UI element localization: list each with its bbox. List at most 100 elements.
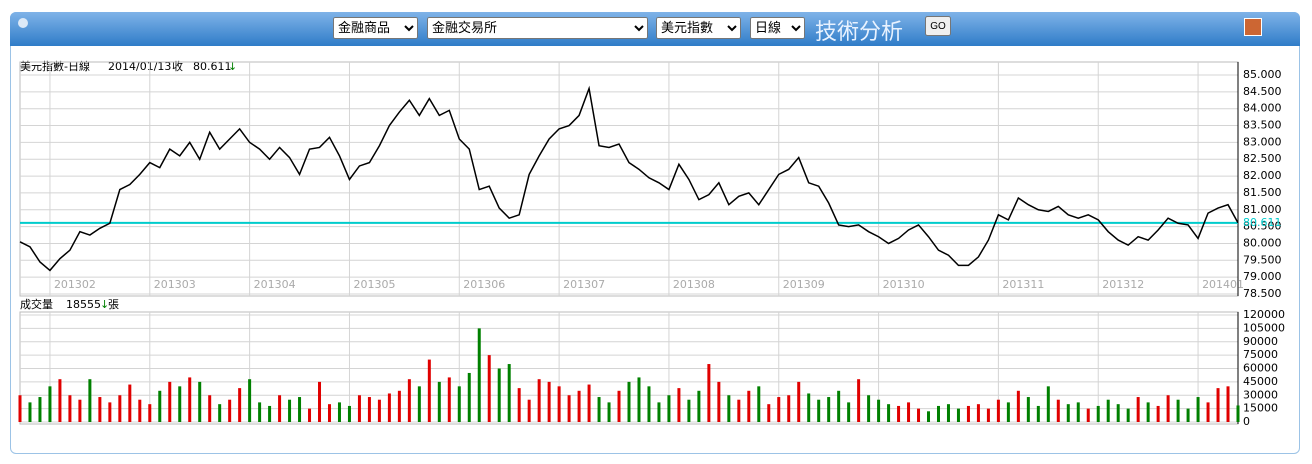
volume-bar xyxy=(128,384,132,422)
volume-bar xyxy=(877,399,881,422)
volume-bar xyxy=(377,399,381,422)
y-tick-label: 60000 xyxy=(1243,362,1278,375)
volume-bar xyxy=(367,397,371,422)
volume-bar xyxy=(747,390,751,422)
volume-unit: 張 xyxy=(108,298,119,311)
volume-bar xyxy=(178,386,182,422)
volume-bar xyxy=(347,405,351,422)
volume-bar xyxy=(258,402,262,422)
volume-bar xyxy=(697,390,701,422)
volume-bar xyxy=(407,379,411,422)
volume-bar xyxy=(1136,397,1140,422)
volume-bar xyxy=(677,388,681,422)
volume-bar xyxy=(757,386,761,422)
volume-bar xyxy=(667,395,671,422)
volume-bar xyxy=(907,402,911,422)
volume-bar xyxy=(1156,405,1160,422)
y-tick-label: 15000 xyxy=(1243,402,1278,415)
volume-bar xyxy=(996,399,1000,422)
price-line xyxy=(19,85,1239,272)
product-select[interactable]: 金融商品 xyxy=(333,17,418,39)
volume-bar xyxy=(557,386,561,422)
volume-bar xyxy=(337,402,341,422)
volume-bar xyxy=(208,395,212,422)
volume-bar xyxy=(1066,404,1070,422)
volume-bar xyxy=(298,397,302,422)
plot-frame xyxy=(19,61,1239,297)
volume-bar xyxy=(1026,397,1030,422)
volume-bar xyxy=(1236,405,1240,422)
volume-value: 18555 xyxy=(66,298,101,311)
volume-bar xyxy=(497,368,501,422)
volume-bar xyxy=(278,395,282,422)
y-tick-label: 90000 xyxy=(1243,335,1278,348)
exchange-select[interactable]: 金融交易所 xyxy=(427,17,648,39)
volume-bar xyxy=(946,404,950,422)
volume-bar xyxy=(1036,405,1040,422)
volume-bar xyxy=(228,399,232,422)
volume-bar xyxy=(1046,386,1050,422)
volume-bar xyxy=(966,405,970,422)
volume-bar xyxy=(48,386,52,422)
volume-bar xyxy=(867,395,871,422)
volume-bar xyxy=(467,372,471,422)
volume-bar xyxy=(148,404,152,422)
volume-bar xyxy=(577,390,581,422)
volume-bar xyxy=(737,399,741,422)
volume-bar xyxy=(707,364,711,422)
y-tick-label: 0 xyxy=(1243,415,1250,428)
toolbar xyxy=(10,12,1300,46)
volume-bar xyxy=(308,408,312,422)
y-tick-label: 120000 xyxy=(1243,308,1285,321)
y-tick-label: 105000 xyxy=(1243,321,1285,334)
save-icon[interactable] xyxy=(1244,18,1262,36)
y-tick-label: 84.500 xyxy=(1243,85,1282,98)
close-value: 80.611 xyxy=(193,60,232,73)
volume-bar xyxy=(607,402,611,422)
volume-bar xyxy=(727,395,731,422)
volume-bar xyxy=(417,386,421,422)
volume-bar xyxy=(887,404,891,422)
volume-bar xyxy=(917,408,921,422)
volume-bar xyxy=(527,399,531,422)
volume-bar xyxy=(427,359,431,422)
volume-bar xyxy=(138,399,142,422)
volume-bar xyxy=(18,395,22,422)
volume-bar xyxy=(507,364,511,422)
volume-bar xyxy=(1146,402,1150,422)
volume-bar xyxy=(78,399,82,422)
y-tick-label: 84.000 xyxy=(1243,102,1282,115)
volume-title: 成交量 xyxy=(20,297,53,311)
volume-bar xyxy=(787,395,791,422)
x-tick-label: 201401 xyxy=(1202,278,1244,291)
title: 技術分析 xyxy=(815,20,904,45)
volume-bar xyxy=(188,377,192,422)
volume-bar xyxy=(927,411,931,422)
volume-bar xyxy=(1006,402,1010,422)
volume-bar xyxy=(1206,402,1210,422)
volume-bar xyxy=(837,390,841,422)
go-button[interactable]: GO xyxy=(925,16,951,36)
dot xyxy=(18,18,28,28)
x-tick-label: 201302 xyxy=(54,278,96,291)
volume-bar xyxy=(28,402,32,422)
volume-bar xyxy=(1196,397,1200,422)
volume-bar xyxy=(387,393,391,422)
volume-bar xyxy=(537,379,541,422)
period-select[interactable]: 日線 xyxy=(750,17,805,39)
volume-bar xyxy=(218,404,222,422)
volume-bar xyxy=(1086,408,1090,422)
volume-bar xyxy=(457,386,461,422)
symbol-select[interactable]: 美元指數 xyxy=(656,17,741,39)
x-tick-label: 201306 xyxy=(463,278,505,291)
x-tick-label: 201305 xyxy=(353,278,395,291)
volume-bar xyxy=(647,386,651,422)
volume-bar xyxy=(777,397,781,422)
date: 2014/01/13 xyxy=(108,60,171,73)
volume-arrow: ↓ xyxy=(100,298,109,311)
volume-bar xyxy=(956,408,960,422)
volume-bar xyxy=(847,402,851,422)
volume-bar xyxy=(327,404,331,422)
